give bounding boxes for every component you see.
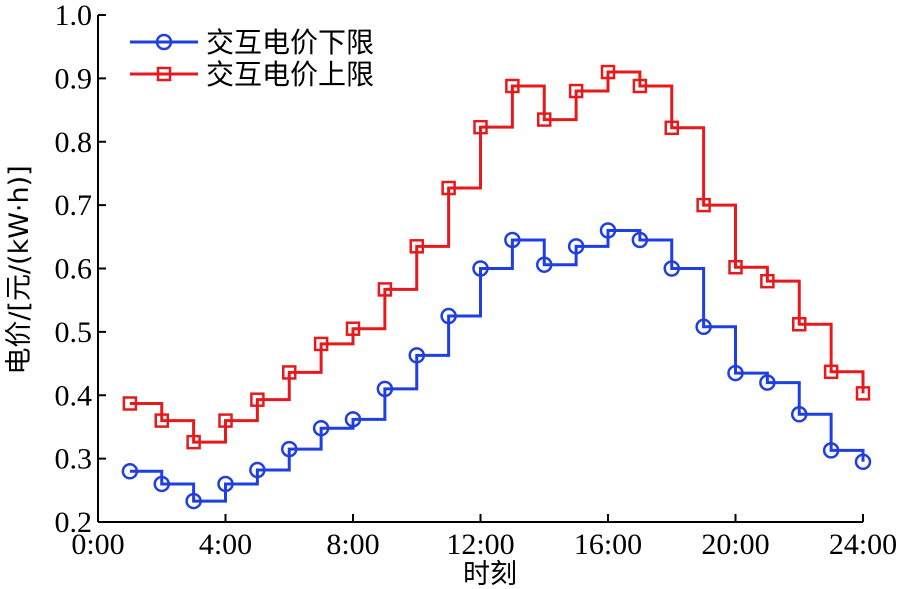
data-point-lower-limit — [472, 260, 489, 277]
x-tick-label: 12:00 — [446, 528, 514, 561]
data-point-lower-limit — [791, 406, 808, 423]
series-line-lower-limit — [129, 228, 865, 503]
data-point-upper-limit — [537, 112, 552, 127]
data-point-upper-limit — [792, 317, 807, 332]
legend-marker — [155, 33, 173, 51]
x-ticks: 0:00 4:00 8:00 12:00 16:00 20:00 24:00 — [71, 514, 897, 561]
x-axis-title: 时刻 — [463, 559, 517, 589]
y-tick-label: 0.9 — [55, 62, 93, 95]
data-point-upper-limit — [282, 365, 297, 380]
y-tick-label: 0.5 — [55, 316, 93, 349]
data-point-upper-limit — [122, 396, 138, 411]
data-point-upper-limit — [186, 434, 201, 450]
data-point-upper-limit — [696, 197, 711, 213]
data-point-lower-limit — [440, 307, 457, 325]
data-point-lower-limit — [631, 231, 649, 249]
data-point-upper-limit — [823, 364, 839, 380]
data-point-lower-limit — [727, 364, 744, 382]
data-point-upper-limit — [600, 64, 616, 80]
y-tick-label: 0.6 — [55, 253, 93, 286]
data-point-upper-limit — [218, 413, 233, 428]
x-tick-label: 16:00 — [574, 528, 642, 561]
series-line-upper-limit — [129, 70, 865, 444]
y-ticks: 0.2 0.3 0.4 0.5 0.6 0.7 0.8 0.9 1.0 — [55, 0, 106, 539]
data-point-upper-limit — [441, 180, 456, 196]
y-tick-label: 0.7 — [55, 189, 93, 222]
data-point-lower-limit — [344, 411, 362, 428]
data-point-upper-limit — [473, 119, 488, 135]
data-point-upper-limit — [568, 83, 584, 99]
series-layer — [121, 64, 872, 510]
data-point-lower-limit — [217, 475, 234, 493]
data-point-lower-limit — [695, 318, 712, 336]
x-tick-label: 24:00 — [829, 528, 897, 561]
data-point-lower-limit — [822, 442, 840, 459]
x-tick-label: 20:00 — [701, 528, 769, 561]
series-upper-limit — [122, 64, 871, 450]
y-tick-label: 0.3 — [55, 443, 93, 476]
data-point-lower-limit — [567, 238, 585, 255]
data-point-lower-limit — [312, 419, 330, 437]
data-point-upper-limit — [409, 239, 424, 254]
data-point-lower-limit — [599, 222, 617, 239]
data-point-lower-limit — [408, 347, 425, 364]
x-tick-label: 4:00 — [199, 528, 252, 561]
data-point-lower-limit — [376, 380, 394, 398]
legend-label: 交互电价下限 — [206, 26, 374, 59]
data-point-lower-limit — [854, 453, 872, 471]
data-point-lower-limit — [121, 463, 139, 480]
data-point-upper-limit — [760, 273, 775, 289]
legend-item-upper-limit: 交互电价上限 — [130, 58, 374, 91]
x-tick-label: 8:00 — [326, 528, 379, 561]
legend-label: 交互电价上限 — [206, 58, 374, 91]
y-axis-title: 电价/[元/(kW·h)] — [4, 165, 35, 374]
axes: 0:00 4:00 8:00 12:00 16:00 20:00 24:00 0.20.30… — [55, 0, 898, 561]
data-point-upper-limit — [250, 392, 265, 407]
data-point-lower-limit — [504, 231, 521, 249]
data-point-lower-limit — [663, 260, 680, 277]
data-point-lower-limit — [185, 492, 202, 510]
y-tick-label: 1.0 — [55, 0, 93, 32]
y-tick-label: 0.2 — [55, 506, 93, 539]
data-point-lower-limit — [281, 440, 298, 458]
data-point-upper-limit — [377, 282, 393, 297]
data-point-lower-limit — [153, 475, 170, 493]
data-point-lower-limit — [249, 461, 266, 479]
data-point-lower-limit — [536, 256, 553, 273]
data-point-upper-limit — [728, 259, 743, 275]
data-point-lower-limit — [759, 374, 776, 391]
y-tick-label: 0.4 — [55, 379, 93, 412]
data-point-upper-limit — [154, 413, 169, 428]
legend-marker — [156, 66, 172, 82]
data-point-upper-limit — [855, 386, 871, 401]
data-point-upper-limit — [664, 120, 679, 136]
series-lower-limit — [121, 222, 872, 510]
data-point-upper-limit — [313, 336, 329, 352]
legend-item-lower-limit: 交互电价下限 — [130, 26, 374, 59]
x-tick-label: 0:00 — [71, 528, 124, 561]
data-point-upper-limit — [632, 78, 648, 94]
data-point-upper-limit — [505, 78, 520, 94]
data-point-upper-limit — [345, 321, 361, 336]
y-tick-label: 0.8 — [55, 126, 93, 159]
